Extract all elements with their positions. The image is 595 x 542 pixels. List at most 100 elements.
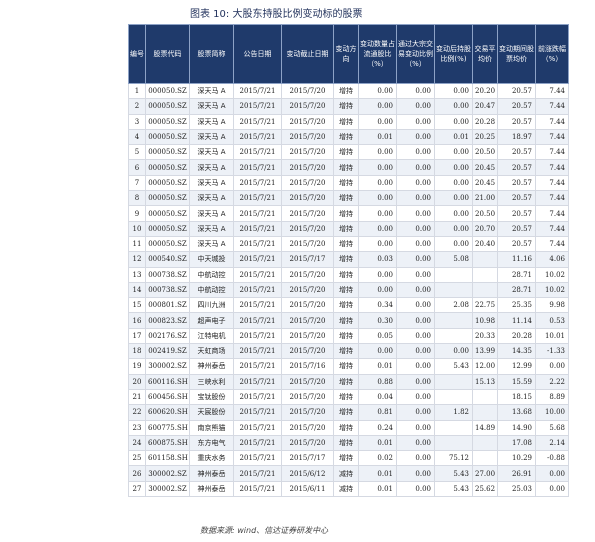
cell-end-date: 2015/7/20	[281, 205, 334, 222]
cell-name: 南京熊猫	[189, 420, 234, 436]
cell-period-avg-price: 10.29	[497, 450, 536, 467]
cell-block-trade-ratio: 0.00	[396, 205, 435, 222]
cell-index: 3	[128, 114, 146, 130]
col-header-index: 编号	[128, 24, 146, 84]
cell-end-date: 2015/7/20	[281, 129, 334, 146]
cell-period-avg-price: 20.57	[497, 205, 536, 222]
cell-direction: 增持	[333, 236, 359, 253]
cell-index: 18	[128, 343, 146, 360]
cell-index: 19	[128, 358, 146, 375]
cell-prior-change: -0.88	[535, 450, 569, 467]
cell-avg-price: 20.45	[472, 175, 498, 192]
cell-index: 4	[128, 129, 146, 146]
cell-name: 深天马 A	[189, 129, 234, 146]
cell-index: 21	[128, 389, 146, 406]
cell-announce-date: 2015/7/21	[233, 267, 282, 283]
cell-name: 中航动控	[189, 267, 234, 283]
cell-prior-change: 7.44	[535, 236, 569, 253]
cell-direction: 增持	[333, 297, 359, 314]
cell-code: 000738.SZ	[145, 267, 190, 283]
table-row: 15 000801.SZ 四川九洲 2015/7/21 2015/7/20 增持 0.34 0…	[128, 297, 569, 314]
cell-block-trade-ratio: 0.00	[396, 328, 435, 345]
cell-period-avg-price: 28.71	[497, 267, 536, 283]
cell-direction: 减持	[333, 465, 359, 482]
cell-announce-date: 2015/7/21	[233, 420, 282, 436]
cell-index: 25	[128, 450, 146, 467]
cell-block-trade-ratio: 0.00	[396, 435, 435, 452]
cell-avg-price: 20.40	[472, 236, 498, 253]
cell-post-holding: 2.08	[434, 297, 473, 314]
col-header-direction: 变动方向	[333, 24, 359, 84]
table-row: 6 000050.SZ 深天马 A 2015/7/21 2015/7/20 增持 0.00 0…	[128, 159, 569, 176]
cell-change-ratio: 0.01	[358, 435, 397, 452]
cell-end-date: 2015/7/20	[281, 83, 334, 100]
cell-avg-price	[472, 267, 498, 283]
table-row: 19 300002.SZ 神州泰岳 2015/7/21 2015/7/16 增持 0.01 0…	[128, 358, 569, 375]
cell-prior-change: 0.00	[535, 358, 569, 375]
table-row: 26 300002.SZ 神州泰岳 2015/7/21 2015/6/12 减持 0.01 0…	[128, 465, 569, 482]
cell-index: 26	[128, 465, 146, 482]
cell-name: 中航动控	[189, 282, 234, 299]
cell-post-holding: 0.00	[434, 175, 473, 192]
cell-name: 深天马 A	[189, 190, 234, 207]
cell-post-holding	[434, 282, 473, 299]
cell-direction: 增持	[333, 374, 359, 390]
cell-name: 三峡水利	[189, 374, 234, 390]
cell-direction: 增持	[333, 420, 359, 436]
cell-end-date: 2015/7/20	[281, 236, 334, 253]
cell-direction: 增持	[333, 251, 359, 268]
cell-direction: 增持	[333, 389, 359, 406]
cell-period-avg-price: 20.57	[497, 144, 536, 161]
cell-avg-price: 20.50	[472, 144, 498, 161]
cell-code: 000801.SZ	[145, 297, 190, 314]
cell-change-ratio: 0.00	[358, 282, 397, 299]
cell-post-holding: 0.00	[434, 205, 473, 222]
cell-change-ratio: 0.01	[358, 358, 397, 375]
cell-post-holding: 0.00	[434, 83, 473, 100]
cell-change-ratio: 0.01	[358, 465, 397, 482]
cell-index: 9	[128, 205, 146, 222]
cell-period-avg-price: 14.35	[497, 343, 536, 360]
cell-prior-change: 10.02	[535, 267, 569, 283]
cell-block-trade-ratio: 0.00	[396, 236, 435, 253]
cell-period-avg-price: 20.57	[497, 190, 536, 207]
cell-prior-change: 4.06	[535, 251, 569, 268]
cell-period-avg-price: 18.97	[497, 129, 536, 146]
cell-block-trade-ratio: 0.00	[396, 144, 435, 161]
cell-end-date: 2015/7/20	[281, 374, 334, 390]
cell-end-date: 2015/7/20	[281, 114, 334, 130]
cell-end-date: 2015/7/20	[281, 282, 334, 299]
cell-announce-date: 2015/7/21	[233, 389, 282, 406]
table-row: 25 601158.SH 重庆水务 2015/7/21 2015/7/17 增持 0.02 0…	[128, 450, 569, 467]
cell-name: 深天马 A	[189, 221, 234, 237]
data-source-note: 数据来源: wind、信达证券研发中心	[200, 526, 329, 535]
cell-name: 天宸股份	[189, 404, 234, 421]
cell-change-ratio: 0.00	[358, 159, 397, 176]
cell-change-ratio: 0.00	[358, 343, 397, 360]
cell-change-ratio: 0.04	[358, 389, 397, 406]
cell-block-trade-ratio: 0.00	[396, 312, 435, 329]
col-header-post-holding: 变动后持股比例(%)	[434, 24, 473, 84]
cell-end-date: 2015/7/17	[281, 251, 334, 268]
cell-direction: 增持	[333, 144, 359, 161]
cell-end-date: 2015/7/20	[281, 312, 334, 329]
cell-change-ratio: 0.00	[358, 190, 397, 207]
cell-prior-change: 7.44	[535, 159, 569, 176]
cell-index: 17	[128, 328, 146, 345]
table-row: 8 000050.SZ 深天马 A 2015/7/21 2015/7/20 增持 0.00 0…	[128, 190, 569, 207]
cell-post-holding: 5.43	[434, 465, 473, 482]
cell-change-ratio: 0.00	[358, 267, 397, 283]
cell-prior-change: 5.68	[535, 420, 569, 436]
cell-post-holding: 5.43	[434, 358, 473, 375]
col-header-announce-date: 公告日期	[233, 24, 282, 84]
cell-end-date: 2015/7/17	[281, 450, 334, 467]
cell-name: 神州泰岳	[189, 481, 234, 498]
cell-block-trade-ratio: 0.00	[396, 374, 435, 390]
cell-avg-price	[472, 251, 498, 268]
cell-code: 600875.SH	[145, 435, 190, 452]
cell-change-ratio: 0.05	[358, 328, 397, 345]
cell-post-holding: 0.00	[434, 343, 473, 360]
cell-change-ratio: 0.30	[358, 312, 397, 329]
cell-direction: 增持	[333, 435, 359, 452]
cell-code: 600620.SH	[145, 404, 190, 421]
